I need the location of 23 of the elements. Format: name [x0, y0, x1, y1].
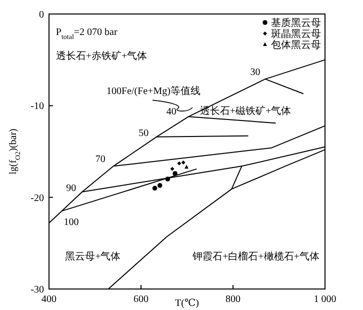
legend-label: 包体黑云母: [271, 39, 321, 51]
legend-label: 基质黑云母: [271, 17, 321, 29]
legend-label: 斑晶黑云母: [271, 28, 321, 40]
annotation: 100Fe/(Fe+Mg)等值线: [106, 84, 200, 97]
annotation: 黑云母+气体: [65, 250, 121, 263]
annotation: P$_{total}$=2 070 bar: [56, 27, 118, 42]
annotation: 100: [64, 217, 79, 228]
y-tick-label: -30: [30, 284, 44, 296]
annotation: 90: [66, 182, 76, 194]
annotation: 70: [95, 154, 106, 166]
x-tick-label: 800: [226, 294, 240, 305]
x-tick-label: 1 000: [314, 294, 336, 305]
y-tick-label: -20: [30, 192, 44, 204]
y-tick-label: -10: [30, 101, 44, 112]
annotation: 50: [138, 128, 149, 139]
x-axis-title: T(℃): [175, 298, 199, 309]
x-tick-label: 600: [134, 294, 148, 305]
annotation: 钾霞石+白榴石+橄榄石+气体: [192, 250, 320, 263]
annotation: 40: [166, 106, 176, 118]
y-tick-label: 0: [39, 10, 44, 20]
annotation: 透长石+赤铁矿+气体: [56, 50, 148, 62]
annotation: 30: [250, 67, 260, 78]
x-tick-label: 400: [42, 294, 56, 305]
